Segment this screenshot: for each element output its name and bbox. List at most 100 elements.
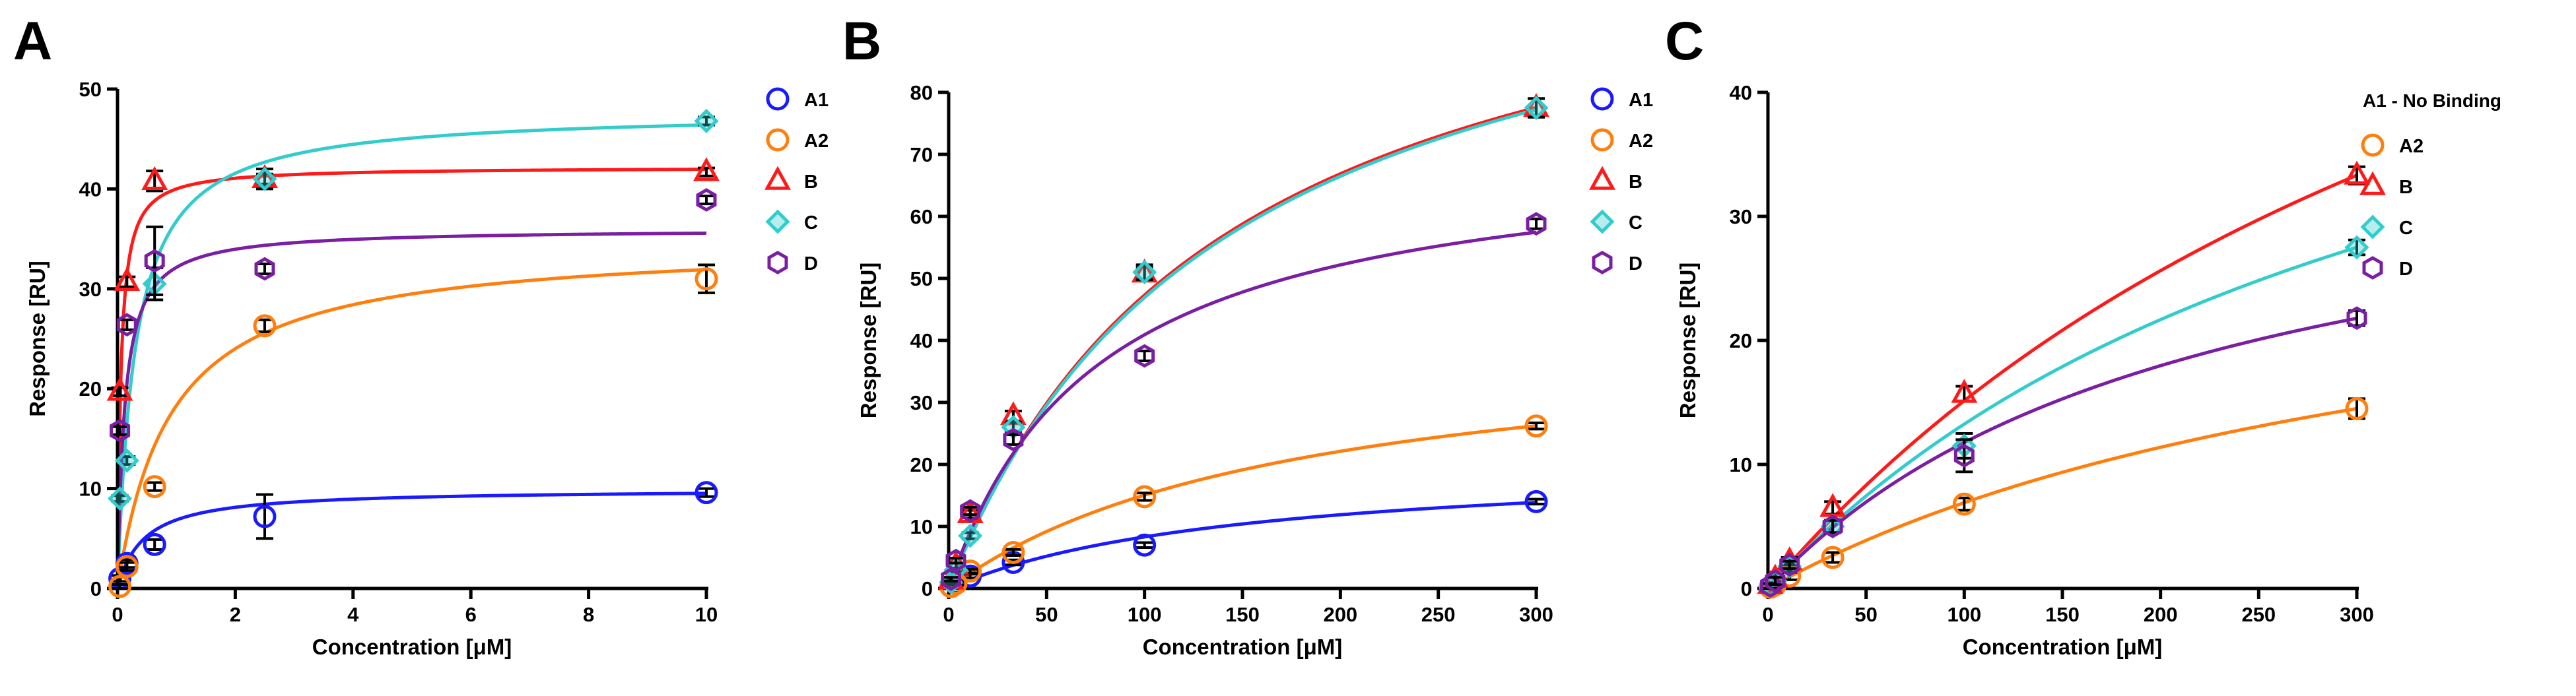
data-point-a2 — [1821, 546, 1845, 569]
data-point-d — [110, 418, 131, 443]
x-tick-label: 8 — [583, 603, 594, 626]
y-tick-label: 30 — [1730, 205, 1752, 228]
legend-label: A2 — [2399, 136, 2423, 157]
data-point-d — [1134, 344, 1155, 368]
data-point-c — [958, 523, 983, 548]
data-point-a2 — [1524, 414, 1548, 438]
x-tick-label: 200 — [2144, 603, 2178, 626]
data-point-d — [941, 567, 962, 591]
error-bar — [1004, 548, 1022, 557]
y-tick-label: 10 — [79, 478, 102, 501]
data-point-b — [2344, 160, 2370, 185]
panel-label: C — [1665, 11, 1704, 71]
data-point-d — [1953, 443, 1975, 468]
error-bar — [1528, 497, 1545, 506]
series-b — [106, 157, 720, 401]
legend-label: C — [2399, 218, 2413, 239]
error-bar — [111, 425, 129, 436]
x-axis-title: Concentration [μM] — [312, 635, 512, 659]
data-point-c — [1524, 95, 1549, 121]
data-point-d — [1003, 427, 1024, 452]
data-point-c — [108, 486, 133, 511]
error-bar — [1135, 263, 1153, 281]
error-bar — [146, 538, 164, 551]
panel-a: A 0 10 20 30 40 50 0 2 4 6 8 10 Concentration [μM] Res… — [13, 11, 829, 659]
data-point-d — [1760, 574, 1781, 598]
legend-marker-a2 — [766, 128, 790, 152]
x-tick-label: 250 — [1421, 603, 1456, 626]
legend-marker-a1 — [1590, 87, 1614, 111]
data-point-b — [106, 377, 133, 401]
panel-label: A — [13, 11, 52, 71]
x-tick-label: 150 — [2045, 603, 2080, 626]
error-bar — [698, 194, 715, 206]
x-tick-label: 0 — [112, 603, 123, 626]
legend-marker-c — [765, 209, 790, 234]
fit-curve-d — [1767, 317, 2357, 590]
data-point-a2 — [2345, 396, 2369, 420]
data-point-d — [960, 499, 981, 523]
error-bar — [118, 561, 136, 572]
y-tick-label: 50 — [79, 78, 102, 101]
legend-label: A2 — [804, 131, 829, 152]
data-point-d — [945, 548, 966, 573]
fit-curve-a2 — [116, 268, 707, 589]
y-tick-label: 0 — [90, 577, 102, 600]
x-tick-label: 50 — [1854, 603, 1877, 626]
data-point-a2 — [1001, 540, 1025, 564]
legend-label: D — [804, 253, 818, 274]
x-tick-label: 0 — [943, 603, 954, 626]
y-tick-label: 10 — [1730, 453, 1752, 476]
legend-label: D — [1629, 253, 1643, 274]
legend-marker-d — [2362, 256, 2383, 280]
x-axis-title: Concentration [μM] — [1963, 635, 2163, 659]
error-bar — [118, 275, 136, 288]
data-point-c — [1132, 260, 1157, 285]
data-point-d — [254, 257, 275, 281]
data-point-a1 — [1524, 490, 1548, 513]
error-bar — [1528, 422, 1545, 431]
y-axis-title: Response [RU] — [856, 263, 881, 419]
error-bar — [1767, 576, 1784, 586]
x-tick-label: 6 — [465, 603, 477, 626]
x-tick-label: 100 — [1128, 603, 1162, 626]
y-tick-label: 0 — [1741, 577, 1752, 600]
legend-label: B — [804, 172, 818, 193]
x-tick-label: 300 — [2340, 603, 2374, 626]
x-tick-label: 150 — [1225, 603, 1260, 626]
data-point-a1 — [253, 505, 277, 528]
data-point-a1 — [143, 532, 166, 556]
y-tick-label: 20 — [79, 377, 102, 400]
series-a2 — [108, 263, 718, 598]
panel-c: C 0 10 20 30 40 0 50 100 150 200 250 300 Concentratio… — [1665, 11, 2501, 659]
error-bar — [1780, 559, 1798, 570]
legend-marker-a1 — [766, 87, 790, 111]
error-bar — [146, 481, 164, 492]
y-axis-title: Response [RU] — [25, 261, 50, 417]
fit-curve-c — [1767, 245, 2357, 590]
y-tick-label: 60 — [910, 205, 933, 228]
panel-label: B — [842, 11, 881, 71]
error-bar — [1135, 491, 1153, 502]
data-point-d — [144, 249, 165, 273]
fit-curve-c — [947, 108, 1537, 589]
data-point-a1 — [695, 481, 718, 505]
error-bar — [2348, 238, 2365, 257]
data-point-b — [114, 267, 141, 291]
data-point-a1 — [1133, 533, 1157, 557]
legend-marker-d — [1592, 251, 1613, 274]
data-point-c — [114, 448, 139, 473]
data-point-a2 — [253, 314, 277, 338]
series-d — [110, 188, 717, 443]
x-tick-label: 4 — [347, 603, 359, 626]
data-point-d — [2346, 306, 2367, 331]
fit-curve-d — [947, 230, 1537, 589]
legend-label: C — [804, 212, 818, 234]
x-tick-label: 50 — [1035, 603, 1058, 626]
error-bar — [146, 225, 164, 296]
y-tick-label: 70 — [910, 143, 933, 166]
x-tick-label: 200 — [1323, 603, 1357, 626]
data-point-b — [693, 157, 720, 181]
fit-curve-a2 — [947, 424, 1537, 590]
legend: A1 A2 BCD — [764, 87, 829, 274]
